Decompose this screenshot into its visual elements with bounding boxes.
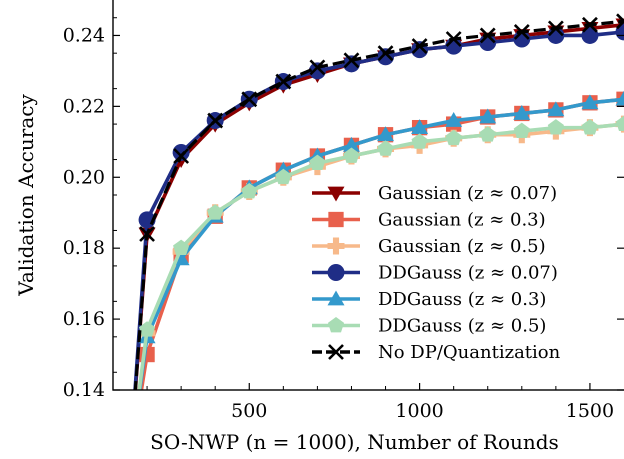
legend-marker bbox=[327, 264, 345, 281]
data-point bbox=[173, 148, 190, 164]
data-point bbox=[138, 321, 156, 337]
data-point bbox=[173, 239, 190, 256]
x-axis-label: SO-NWP (n = 1000), Number of Rounds bbox=[150, 430, 559, 454]
legend-label: DDGauss (z ≈ 0.07) bbox=[378, 263, 558, 284]
legend-marker bbox=[327, 237, 345, 255]
data-point bbox=[411, 133, 428, 149]
data-point bbox=[615, 90, 624, 106]
data-point bbox=[377, 45, 394, 62]
series-line bbox=[133, 19, 624, 390]
data-point bbox=[582, 16, 598, 33]
data-point bbox=[547, 119, 564, 135]
series-line bbox=[137, 122, 624, 390]
series-1 bbox=[133, 18, 624, 390]
data-point bbox=[581, 94, 599, 110]
data-point bbox=[616, 13, 624, 30]
data-point bbox=[377, 140, 394, 156]
legend-entry: Gaussian (z ≈ 0.3) bbox=[312, 210, 546, 231]
data-point bbox=[445, 31, 462, 47]
data-point bbox=[275, 73, 292, 90]
legend-label: Gaussian (z ≈ 0.5) bbox=[378, 236, 546, 257]
y-tick-label: 0.14 bbox=[63, 379, 105, 401]
legend-entry: Gaussian (z ≈ 0.5) bbox=[312, 236, 546, 257]
data-point bbox=[309, 59, 326, 76]
axes: 0.14 0.16 0.18 0.20 0.22 0.24 500 1000 1500 SO-NW… bbox=[14, 0, 624, 454]
data-point bbox=[172, 143, 190, 161]
series-7 bbox=[133, 13, 624, 390]
legend-label: DDGauss (z ≈ 0.5) bbox=[378, 316, 546, 337]
data-point bbox=[581, 26, 599, 44]
data-point bbox=[513, 23, 530, 40]
series-6 bbox=[137, 115, 624, 390]
series-line bbox=[133, 30, 624, 390]
x-tick-label: 500 bbox=[231, 400, 267, 422]
series-layer bbox=[133, 13, 624, 390]
x-tick-label: 1000 bbox=[395, 400, 443, 422]
data-point bbox=[377, 126, 395, 142]
legend-marker bbox=[327, 317, 345, 333]
legend-entry: No DP/Quantization bbox=[312, 342, 561, 363]
data-point bbox=[241, 182, 258, 199]
legend: Gaussian (z ≈ 0.07) Gaussian (z ≈ 0.3) Gau… bbox=[312, 183, 561, 363]
data-point bbox=[275, 168, 292, 185]
legend-marker bbox=[327, 186, 345, 202]
legend-label: No DP/Quantization bbox=[378, 342, 561, 363]
y-tick-label: 0.16 bbox=[63, 308, 105, 330]
data-point bbox=[513, 122, 530, 139]
x-tick-label: 1500 bbox=[566, 400, 614, 422]
data-point bbox=[513, 104, 531, 120]
legend-label: DDGauss (z ≈ 0.3) bbox=[378, 289, 546, 310]
legend-entry: DDGauss (z ≈ 0.5) bbox=[312, 316, 546, 337]
series-3 bbox=[137, 115, 624, 390]
data-point bbox=[241, 91, 258, 108]
data-point bbox=[411, 119, 429, 135]
y-tick-label: 0.18 bbox=[63, 237, 105, 259]
data-point bbox=[411, 38, 428, 55]
data-point bbox=[479, 108, 497, 124]
legend-entry: Gaussian (z ≈ 0.07) bbox=[312, 183, 557, 204]
series-line bbox=[137, 122, 624, 390]
plot-frame bbox=[112, 0, 624, 391]
series-line bbox=[133, 23, 624, 390]
data-point bbox=[207, 204, 224, 220]
legend-entry: DDGauss (z ≈ 0.07) bbox=[312, 263, 558, 284]
data-point bbox=[343, 52, 360, 69]
data-point bbox=[547, 20, 564, 37]
y-tick-label: 0.20 bbox=[63, 166, 105, 188]
data-point bbox=[343, 147, 360, 163]
y-axis-label: Validation Accuracy bbox=[14, 94, 38, 297]
data-point bbox=[479, 27, 496, 44]
legend-label: Gaussian (z ≈ 0.07) bbox=[378, 183, 557, 204]
y-tick-label: 0.22 bbox=[63, 95, 105, 117]
legend-label: Gaussian (z ≈ 0.3) bbox=[378, 210, 546, 231]
data-point bbox=[342, 136, 360, 152]
data-point bbox=[445, 129, 462, 146]
series-line bbox=[137, 97, 624, 390]
data-point bbox=[479, 126, 496, 142]
legend-marker bbox=[327, 290, 345, 306]
data-point bbox=[615, 115, 624, 131]
data-point bbox=[207, 112, 224, 129]
y-tick-label: 0.24 bbox=[63, 24, 105, 46]
data-point bbox=[445, 112, 463, 127]
legend-marker bbox=[328, 344, 344, 360]
data-point bbox=[581, 119, 599, 135]
data-point bbox=[547, 101, 565, 117]
data-point bbox=[309, 154, 326, 170]
data-point bbox=[139, 226, 155, 242]
series-4 bbox=[133, 23, 624, 390]
legend-marker bbox=[328, 211, 344, 228]
legend-entry: DDGauss (z ≈ 0.3) bbox=[312, 289, 546, 310]
